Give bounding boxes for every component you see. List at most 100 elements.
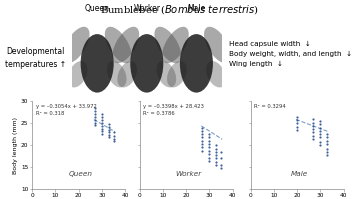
Point [318,144,323,147]
Point [99,132,105,136]
Text: Head capsule width  ↓
Body weight, width, and length  ↓
Wing length  ↓: Head capsule width ↓ Body weight, width,… [229,41,352,67]
Point [99,130,105,133]
Point [213,157,219,160]
Point [318,126,323,129]
Text: y = –0.3398x + 28.423
R² = 0.3786: y = –0.3398x + 28.423 R² = 0.3786 [143,104,204,116]
Ellipse shape [68,61,87,87]
Ellipse shape [180,34,213,93]
Point [111,131,117,134]
Point [310,131,316,134]
Point [294,115,300,118]
Point [213,163,219,167]
Point [207,146,212,149]
Point [106,133,112,136]
Y-axis label: Body length (mm): Body length (mm) [13,117,18,174]
Point [200,146,205,149]
Text: Developmental
temperatures ↑: Developmental temperatures ↑ [5,47,66,69]
Point [111,139,117,142]
Ellipse shape [105,27,132,63]
Point [92,124,98,127]
Text: Worker: Worker [133,4,160,13]
Point [92,121,98,124]
Point [294,122,300,125]
Point [207,156,212,159]
Point [218,157,224,160]
Point [111,137,117,140]
Text: Bumblebee ($\mathit{Bombus\ terrestris}$): Bumblebee ($\mathit{Bombus\ terrestris}$… [100,3,258,16]
Point [218,163,224,167]
Point [207,143,212,146]
Point [200,130,205,133]
Point [200,139,205,142]
Point [200,133,205,136]
Point [207,133,212,136]
Point [310,134,316,137]
Point [213,147,219,150]
Point [325,136,330,139]
Point [99,118,105,121]
Point [325,147,330,150]
Point [99,127,105,130]
Point [106,128,112,131]
Point [310,137,316,140]
Ellipse shape [130,34,163,93]
Point [213,153,219,156]
Point [99,124,105,127]
Point [213,144,219,147]
Point [310,124,316,127]
Point [99,112,105,115]
Ellipse shape [112,27,139,63]
Point [92,118,98,121]
Ellipse shape [162,27,189,63]
Point [325,153,330,156]
Point [200,136,205,139]
Ellipse shape [204,27,231,63]
Text: Queen: Queen [85,4,110,13]
Point [325,143,330,146]
Point [207,139,212,142]
Point [325,139,330,142]
Ellipse shape [107,61,126,87]
Point [207,159,212,162]
Point [318,123,323,126]
Point [318,140,323,143]
Ellipse shape [117,61,137,87]
Point [294,118,300,121]
Point [200,143,205,146]
Point [294,128,300,132]
Text: y = –0.3054x + 33.972
R² = 0.318: y = –0.3054x + 33.972 R² = 0.318 [36,104,97,116]
Point [294,125,300,129]
Point [310,121,316,124]
Text: Queen: Queen [69,171,93,177]
Point [325,133,330,136]
Point [318,133,323,136]
Point [92,115,98,118]
Point [318,120,323,123]
Text: Male: Male [187,4,205,13]
Point [218,166,224,170]
Ellipse shape [63,27,90,63]
Ellipse shape [167,61,187,87]
Point [99,121,105,124]
Point [310,117,316,121]
Point [92,109,98,113]
Point [92,106,98,110]
Point [200,149,205,152]
Text: Worker: Worker [175,171,201,177]
Point [92,112,98,115]
Point [207,136,212,139]
Point [218,150,224,153]
Point [99,115,105,118]
Point [213,150,219,153]
Point [318,136,323,139]
Ellipse shape [81,34,114,93]
Point [106,125,112,129]
Point [310,127,316,130]
Point [207,149,212,152]
Point [207,152,212,156]
Text: Male: Male [290,171,308,177]
Point [318,130,323,133]
Ellipse shape [156,61,176,87]
Point [106,123,112,126]
Point [200,126,205,129]
